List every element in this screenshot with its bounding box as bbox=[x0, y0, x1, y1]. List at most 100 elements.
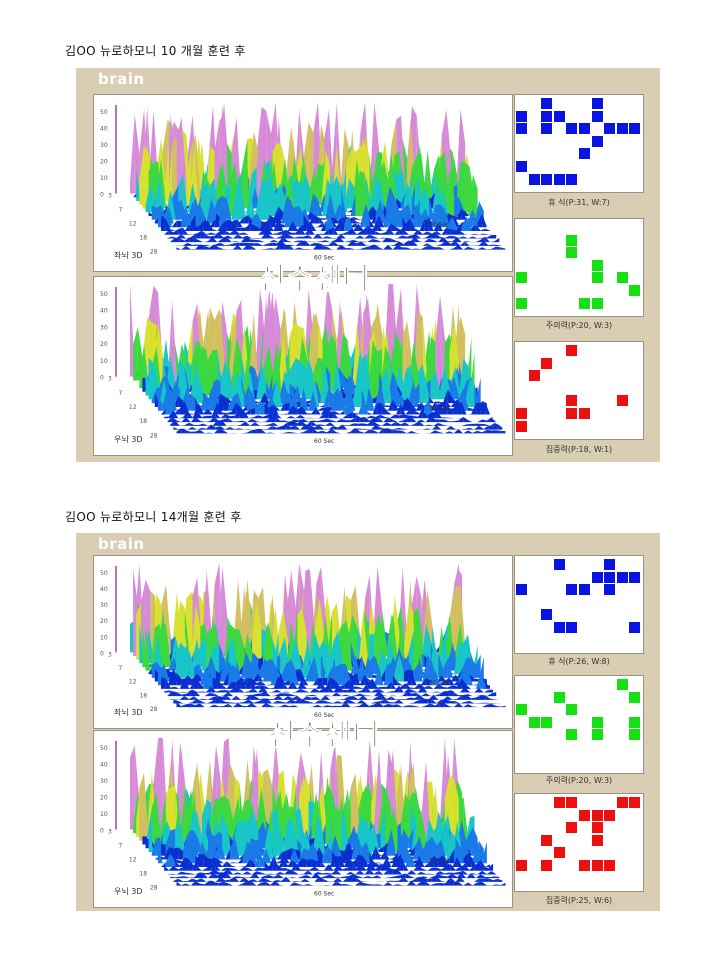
surface-strip bbox=[446, 228, 451, 235]
surface-strip bbox=[228, 664, 234, 686]
surface-strip bbox=[405, 422, 410, 426]
brain-report: brain 50 40 30 20 10 0 3 7 12 18 28 30 Sec 60 Sec 좌뇌… bbox=[76, 533, 660, 911]
surface-strip bbox=[179, 401, 185, 415]
surface-strip bbox=[330, 216, 335, 231]
surface-strip bbox=[190, 234, 196, 239]
surface-strip bbox=[380, 232, 385, 235]
surface-strip bbox=[447, 241, 453, 243]
surface-strip bbox=[389, 244, 395, 246]
surface-strip bbox=[261, 429, 266, 434]
pattern-cell bbox=[616, 797, 628, 808]
surface-strip bbox=[471, 658, 476, 678]
surface-strip bbox=[413, 241, 418, 246]
surface-strip bbox=[214, 704, 219, 708]
surface-strip bbox=[223, 418, 229, 423]
surface-strip bbox=[325, 677, 331, 689]
surface-strip bbox=[370, 425, 376, 430]
surface-strip bbox=[428, 400, 434, 415]
surface-strip bbox=[405, 873, 410, 879]
surface-strip bbox=[360, 206, 365, 228]
surface-strip bbox=[478, 878, 484, 882]
pattern-cell bbox=[553, 797, 565, 808]
surface-strip bbox=[248, 417, 254, 419]
surface-strip bbox=[383, 428, 388, 434]
surface-strip bbox=[394, 654, 400, 682]
surface-strip bbox=[383, 669, 389, 686]
surface-strip bbox=[482, 841, 487, 864]
surface-strip bbox=[355, 870, 360, 875]
surface-strip bbox=[405, 793, 411, 845]
surface-strip bbox=[184, 789, 190, 845]
surface-strip bbox=[170, 699, 175, 700]
surface-strip bbox=[380, 414, 385, 419]
surface-strip bbox=[218, 706, 224, 708]
surface-strip bbox=[292, 695, 298, 700]
surface-strip bbox=[447, 685, 453, 689]
surface-strip bbox=[279, 244, 285, 250]
surface-strip bbox=[439, 419, 445, 423]
surface-strip bbox=[355, 249, 360, 250]
surface-strip bbox=[253, 415, 259, 419]
surface-strip bbox=[225, 426, 230, 430]
surface-strip bbox=[269, 422, 274, 426]
surface-strip bbox=[233, 234, 238, 239]
surface-strip bbox=[239, 410, 244, 419]
surface-strip bbox=[369, 219, 375, 228]
surface-strip bbox=[395, 421, 401, 426]
surface-strip bbox=[432, 836, 437, 860]
surface-strip bbox=[460, 241, 465, 246]
surface-strip bbox=[408, 380, 414, 407]
surface-strip bbox=[263, 621, 268, 671]
surface-strip bbox=[331, 420, 337, 423]
surface-strip bbox=[187, 689, 193, 693]
surface-strip bbox=[353, 239, 359, 243]
surface-strip bbox=[343, 332, 348, 385]
surface-strip bbox=[297, 876, 302, 879]
surface-strip bbox=[323, 864, 329, 871]
surface-strip bbox=[283, 695, 288, 700]
surface-strip bbox=[454, 196, 459, 216]
surface-strip bbox=[406, 431, 412, 434]
surface-strip bbox=[256, 429, 262, 434]
surface-strip bbox=[425, 841, 431, 864]
surface-strip bbox=[330, 856, 335, 867]
surface-strip bbox=[312, 428, 318, 434]
surface-strip bbox=[226, 695, 232, 700]
surface-strip bbox=[284, 206, 290, 228]
surface-strip bbox=[364, 388, 370, 411]
surface-strip bbox=[283, 413, 288, 415]
surface-strip bbox=[193, 424, 199, 426]
surface-strip bbox=[444, 431, 450, 434]
surface-strip bbox=[190, 881, 196, 886]
surface-strip bbox=[195, 677, 201, 686]
surface-strip bbox=[200, 244, 205, 250]
surface-strip bbox=[214, 428, 219, 434]
surface-strip bbox=[234, 837, 240, 860]
surface-strip bbox=[375, 425, 381, 430]
left-brain-3d-panel: 50 40 30 20 10 0 3 7 12 18 28 30 Sec 60 Sec 좌뇌 3D bbox=[93, 94, 513, 272]
surface-strip bbox=[408, 828, 414, 849]
surface-strip bbox=[295, 863, 301, 871]
pattern-cell bbox=[616, 272, 628, 284]
surface-strip bbox=[201, 427, 207, 430]
surface-strip bbox=[198, 684, 204, 689]
surface-strip bbox=[289, 693, 295, 697]
surface-strip bbox=[212, 677, 218, 689]
surface-strip bbox=[278, 822, 284, 856]
surface-strip bbox=[196, 878, 202, 882]
y-tick-label: 20 bbox=[100, 795, 108, 802]
surface-strip bbox=[181, 417, 186, 423]
y-tick-label: 50 bbox=[100, 745, 108, 752]
surface-strip bbox=[247, 703, 252, 708]
surface-strip bbox=[189, 413, 194, 415]
surface-strip bbox=[435, 883, 440, 886]
surface-strip bbox=[176, 672, 182, 686]
surface-strip bbox=[220, 699, 226, 704]
surface-strip bbox=[330, 874, 335, 879]
surface-strip bbox=[303, 775, 309, 841]
surface-strip bbox=[184, 876, 190, 879]
surface-strip bbox=[427, 867, 432, 871]
surface-strip bbox=[298, 678, 304, 686]
surface-strip bbox=[187, 183, 193, 213]
surface-strip bbox=[281, 197, 287, 224]
